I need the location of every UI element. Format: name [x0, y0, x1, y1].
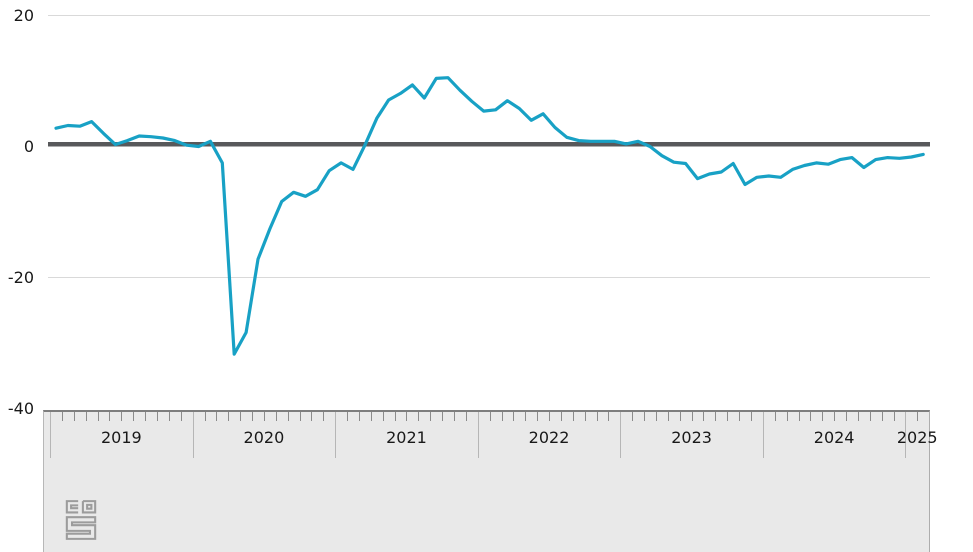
y-axis-tick-label: 20: [13, 5, 34, 25]
month-tick: [299, 412, 301, 421]
year-separator: [620, 412, 622, 458]
month-tick: [145, 412, 147, 421]
month-tick: [750, 412, 752, 421]
month-tick: [893, 412, 895, 421]
month-tick: [917, 412, 919, 421]
month-tick: [85, 412, 87, 421]
month-tick: [465, 412, 467, 421]
year-separator: [192, 412, 194, 458]
month-tick: [168, 412, 170, 421]
month-tick: [608, 412, 610, 421]
month-tick: [406, 412, 408, 421]
month-tick: [846, 412, 848, 421]
month-tick: [323, 412, 325, 421]
month-tick: [156, 412, 158, 421]
month-tick: [133, 412, 135, 421]
zero-axis-line: [48, 142, 930, 147]
x-axis-ruler: 2019 2020 2021 2022 2023 2024 2025: [43, 410, 938, 552]
month-tick: [382, 412, 384, 421]
month-tick: [881, 412, 883, 421]
year-separator: [335, 412, 337, 458]
x-axis-year-label: 2022: [528, 428, 570, 447]
month-tick: [358, 412, 360, 421]
month-tick: [109, 412, 111, 421]
year-separator: [905, 412, 907, 458]
y-axis-tick-label: 0: [23, 136, 34, 156]
gridlines: [48, 15, 930, 278]
month-tick: [715, 412, 717, 421]
month-tick: [679, 412, 681, 421]
month-tick: [61, 412, 63, 421]
month-tick: [121, 412, 123, 421]
month-tick: [347, 412, 349, 421]
month-tick: [644, 412, 646, 421]
month-tick: [252, 412, 254, 421]
cbs-logo-icon: [65, 500, 97, 540]
month-tick: [275, 412, 277, 421]
month-tick: [537, 412, 539, 421]
month-tick: [489, 412, 491, 421]
month-tick: [739, 412, 741, 421]
month-tick: [834, 412, 836, 421]
month-tick: [418, 412, 420, 421]
month-tick: [584, 412, 586, 421]
month-tick: [240, 412, 242, 421]
month-tick: [596, 412, 598, 421]
month-tick: [655, 412, 657, 421]
month-tick: [727, 412, 729, 421]
month-tick: [691, 412, 693, 421]
year-separator: [762, 412, 764, 458]
month-tick: [97, 412, 99, 421]
month-tick: [430, 412, 432, 421]
x-axis-year-label: 2023: [671, 428, 712, 447]
month-tick: [216, 412, 218, 421]
month-tick: [513, 412, 515, 421]
year-separator: [50, 412, 52, 458]
month-tick: [560, 412, 562, 421]
month-tick: [287, 412, 289, 421]
month-tick: [394, 412, 396, 421]
month-tick: [798, 412, 800, 421]
month-tick: [632, 412, 634, 421]
y-axis-tick-label: -20: [7, 267, 34, 287]
month-tick: [228, 412, 230, 421]
month-tick: [204, 412, 206, 421]
x-axis-year-label: 2021: [386, 428, 427, 447]
month-tick: [501, 412, 503, 421]
month-tick: [549, 412, 551, 421]
x-axis-year-label: 2024: [813, 428, 855, 447]
month-tick: [180, 412, 182, 421]
month-tick: [822, 412, 824, 421]
month-tick: [311, 412, 313, 421]
month-tick: [453, 412, 455, 421]
x-axis-year-label: 2020: [243, 428, 285, 447]
month-tick: [774, 412, 776, 421]
x-axis-year-label: 2019: [100, 428, 142, 447]
month-tick: [525, 412, 527, 421]
y-axis-tick-label: -40: [7, 398, 34, 418]
month-tick: [786, 412, 788, 421]
month-tick: [442, 412, 444, 421]
month-tick: [857, 412, 859, 421]
month-tick: [370, 412, 372, 421]
month-tick: [73, 412, 75, 421]
series-line: [54, 76, 925, 356]
month-tick: [667, 412, 669, 421]
month-tick: [703, 412, 705, 421]
x-axis-year-label: 2025: [896, 428, 938, 447]
month-tick: [810, 412, 812, 421]
month-tick: [572, 412, 574, 421]
month-tick: [869, 412, 871, 421]
month-tick: [263, 412, 265, 421]
year-separator: [477, 412, 479, 458]
